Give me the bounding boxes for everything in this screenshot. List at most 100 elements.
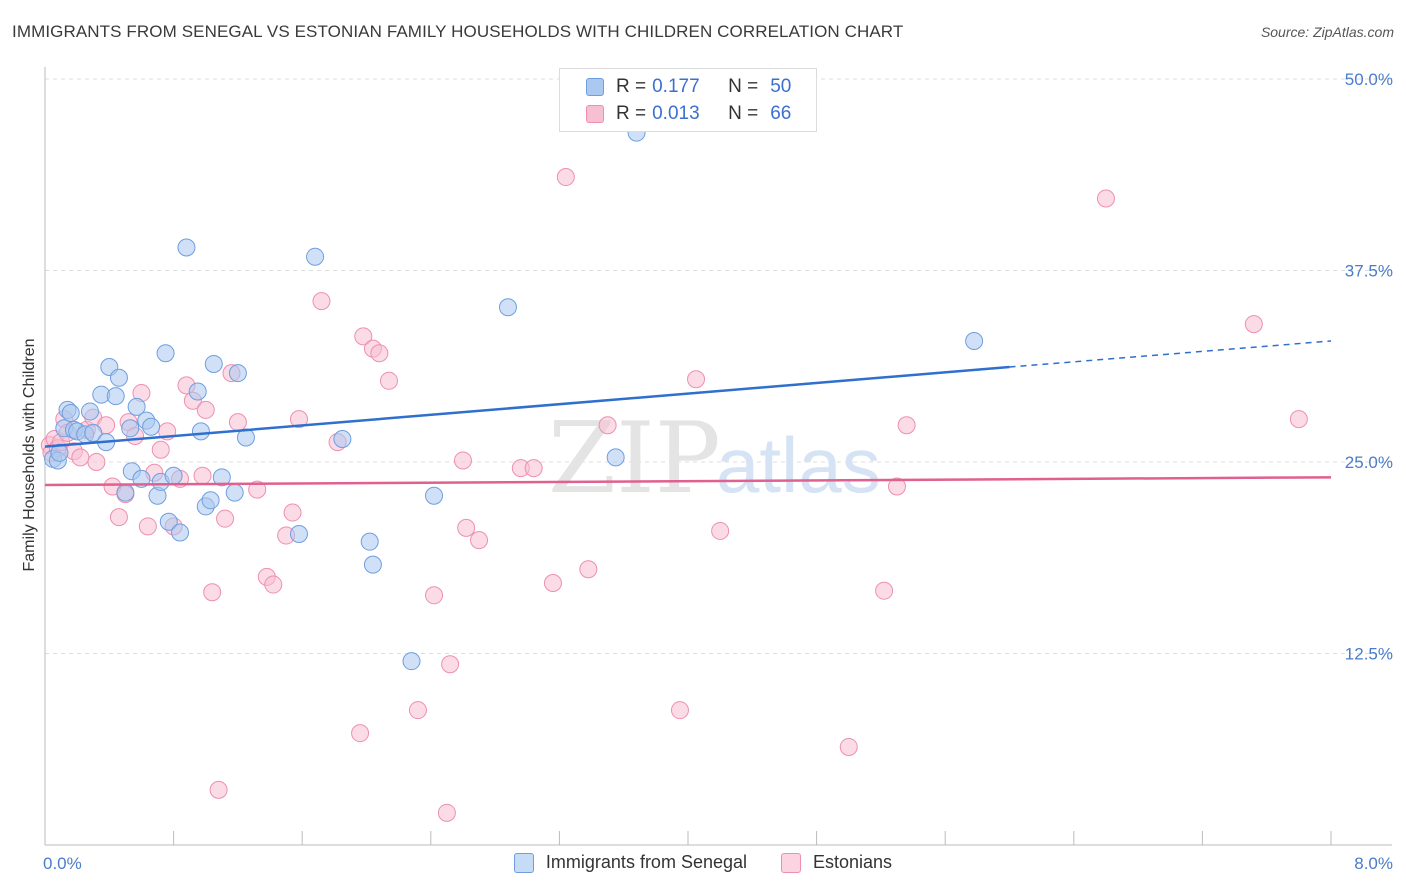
legend-n-label: N =	[728, 103, 759, 124]
data-point	[306, 247, 325, 266]
legend-label-estonians: Estonians	[813, 852, 893, 872]
y-axis-label: Family Households with Children	[21, 339, 38, 572]
data-point	[121, 419, 140, 438]
trend-line-senegal-projection	[1009, 340, 1332, 368]
tick-labels: 12.5% 25.0% 37.5% 50.0% 0.0% 8.0%	[43, 70, 1393, 873]
legend-label-senegal: Immigrants from Senegal	[545, 852, 747, 872]
data-point	[402, 652, 421, 671]
data-point	[171, 523, 190, 542]
data-point	[289, 525, 308, 544]
series-legend: Immigrants from Senegal Estonians	[0, 852, 1406, 873]
data-point	[498, 298, 517, 317]
legend-row-senegal: R = 0.177 N = 50	[586, 75, 791, 99]
legend-r-label: R =	[616, 103, 647, 124]
data-point	[283, 503, 302, 522]
legend-n-value: 66	[770, 103, 792, 124]
data-point	[839, 737, 858, 756]
data-point	[225, 483, 244, 502]
legend-swatch-pink	[781, 852, 801, 873]
data-point	[351, 724, 370, 743]
watermark-zip: ZIP	[548, 402, 721, 516]
legend-r-value: 0.177	[652, 76, 700, 97]
data-point	[598, 416, 617, 435]
data-point	[425, 586, 444, 605]
data-point	[380, 371, 399, 390]
data-point	[228, 413, 247, 432]
y-tick-label: 12.5%	[1345, 645, 1393, 664]
data-point	[228, 364, 247, 383]
y-tick-label: 37.5%	[1345, 262, 1393, 281]
data-point	[457, 518, 476, 537]
data-point	[524, 459, 543, 478]
data-point	[875, 581, 894, 600]
legend-n-label: N =	[728, 76, 759, 97]
x-tick-label: 8.0%	[1354, 854, 1393, 873]
data-point	[84, 423, 103, 442]
data-point	[191, 422, 210, 441]
data-point	[354, 327, 373, 346]
data-point	[71, 448, 90, 467]
data-point	[127, 397, 146, 416]
legend-r-value: 0.013	[652, 103, 700, 124]
data-point	[61, 403, 80, 422]
data-point	[1096, 189, 1115, 208]
data-point	[142, 417, 161, 436]
trend-lines	[44, 340, 1332, 487]
data-point	[289, 410, 308, 429]
legend-n-value: 50	[770, 76, 792, 97]
data-point	[579, 560, 598, 579]
data-point	[312, 292, 331, 311]
legend-swatch-blue	[586, 78, 604, 96]
data-point	[216, 509, 235, 528]
data-point	[897, 416, 916, 435]
data-point	[248, 480, 267, 499]
legend-item-estonians: Estonians	[781, 852, 892, 873]
data-point	[437, 803, 456, 822]
data-point	[196, 400, 215, 419]
data-point	[606, 448, 625, 467]
data-point	[138, 517, 157, 536]
data-point	[687, 370, 706, 389]
data-point	[1289, 410, 1308, 429]
data-point	[106, 387, 125, 406]
correlation-legend: R = 0.177 N = 50 R = 0.013 N = 66	[559, 68, 817, 132]
data-point	[109, 368, 128, 387]
data-point	[441, 655, 460, 674]
data-point	[264, 575, 283, 594]
legend-swatch-blue	[513, 852, 534, 873]
data-point	[543, 574, 562, 593]
data-point	[965, 331, 984, 350]
data-point	[164, 466, 183, 485]
trend-line-estonians	[44, 476, 1332, 487]
data-point	[159, 512, 178, 531]
series-senegal	[44, 123, 984, 671]
data-point	[203, 583, 222, 602]
data-point	[151, 440, 170, 459]
data-point	[156, 344, 175, 363]
source-label: Source: ZipAtlas.com	[1260, 24, 1394, 40]
data-point	[109, 508, 128, 527]
data-point	[116, 483, 135, 502]
watermark-atlas: atlas	[716, 421, 881, 509]
data-point	[887, 477, 906, 496]
data-point	[209, 780, 228, 799]
y-tick-label: 50.0%	[1345, 70, 1393, 89]
data-point	[81, 402, 100, 421]
data-point	[408, 701, 427, 720]
data-point	[363, 555, 382, 574]
x-tick-label: 0.0%	[43, 854, 82, 873]
data-point	[212, 468, 231, 487]
trend-line-senegal	[44, 365, 1010, 448]
legend-item-senegal: Immigrants from Senegal	[513, 852, 747, 873]
data-point	[670, 701, 689, 720]
data-point	[453, 451, 472, 470]
data-point	[360, 532, 379, 551]
data-point	[132, 469, 151, 488]
data-point	[711, 521, 730, 540]
data-point	[193, 466, 212, 485]
data-point	[177, 238, 196, 257]
data-point	[333, 430, 352, 449]
watermark: ZIP atlas	[548, 402, 881, 516]
data-point	[370, 344, 389, 363]
